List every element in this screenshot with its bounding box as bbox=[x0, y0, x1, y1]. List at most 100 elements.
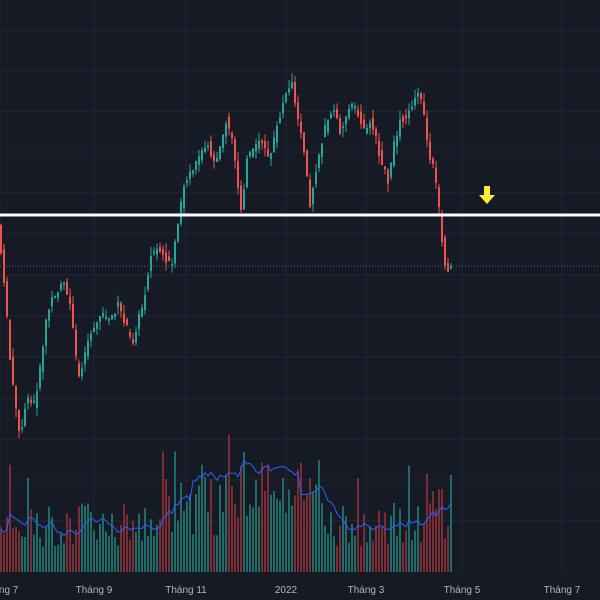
volume-bar bbox=[339, 525, 341, 572]
volume-bar bbox=[285, 512, 287, 572]
volume-bar bbox=[366, 542, 368, 572]
candle-body bbox=[189, 171, 191, 179]
volume-bar bbox=[36, 513, 38, 572]
volume-bar bbox=[201, 464, 203, 572]
volume-bar bbox=[423, 523, 425, 572]
candle-body bbox=[426, 118, 428, 140]
volume-bar bbox=[252, 507, 254, 572]
volume-bar bbox=[444, 538, 446, 572]
candle-body bbox=[234, 139, 236, 161]
candle-body bbox=[66, 281, 68, 295]
volume-bar bbox=[219, 484, 221, 572]
candle-body bbox=[0, 224, 2, 253]
candle-body bbox=[9, 320, 11, 360]
volume-bar bbox=[117, 545, 119, 572]
volume-bar bbox=[432, 491, 434, 572]
volume-bar bbox=[147, 536, 149, 572]
volume-bar bbox=[390, 515, 392, 572]
candle-body bbox=[264, 141, 266, 149]
x-tick-label: Tháng 7 bbox=[0, 585, 19, 596]
candle-body bbox=[450, 266, 452, 269]
candle-body bbox=[351, 103, 353, 108]
candle-body bbox=[120, 303, 122, 312]
volume-bar bbox=[384, 512, 386, 572]
volume-bar bbox=[441, 489, 443, 572]
candle-body bbox=[372, 117, 374, 130]
volume-bar bbox=[267, 464, 269, 572]
volume-bar bbox=[60, 533, 62, 572]
x-tick-label: Tháng 5 bbox=[444, 585, 481, 596]
candle-body bbox=[162, 249, 164, 255]
candle-body bbox=[171, 264, 173, 267]
candle-body bbox=[288, 88, 290, 93]
candle-body bbox=[21, 427, 23, 430]
volume-bar bbox=[273, 490, 275, 572]
volume-bar bbox=[66, 512, 68, 572]
volume-bar bbox=[12, 528, 14, 572]
candle-body bbox=[141, 307, 143, 317]
candle-body bbox=[222, 134, 224, 149]
candle-body bbox=[339, 118, 341, 134]
candle-body bbox=[213, 154, 215, 162]
volume-bar bbox=[216, 535, 218, 572]
candle-body bbox=[15, 386, 17, 409]
volume-bar bbox=[357, 478, 359, 572]
candle-body bbox=[78, 363, 80, 377]
candle-body bbox=[354, 106, 356, 109]
volume-bar bbox=[102, 513, 104, 572]
volume-bar bbox=[345, 516, 347, 572]
candle-body bbox=[33, 400, 35, 403]
volume-bar bbox=[438, 489, 440, 572]
candle-body bbox=[408, 110, 410, 119]
volume-bar bbox=[387, 543, 389, 572]
candle-body bbox=[60, 284, 62, 290]
volume-moving-average-line bbox=[0, 459, 452, 537]
candle-body bbox=[237, 161, 239, 188]
volume-bar bbox=[144, 508, 146, 572]
candle-body bbox=[81, 368, 83, 377]
candle-body bbox=[108, 318, 110, 321]
candle-body bbox=[111, 314, 113, 320]
volume-bar bbox=[381, 526, 383, 572]
volume-bar bbox=[246, 515, 248, 572]
volume-bar bbox=[225, 474, 227, 572]
volume-bar bbox=[81, 503, 83, 572]
candle-body bbox=[252, 148, 254, 157]
volume-bar bbox=[159, 519, 161, 572]
volume-bar bbox=[249, 504, 251, 572]
candle-body bbox=[192, 170, 194, 174]
arrow-down-icon[interactable] bbox=[479, 186, 495, 204]
volume-bar bbox=[204, 476, 206, 572]
volume-bar bbox=[177, 520, 179, 572]
volume-bar bbox=[210, 479, 212, 572]
candle-body bbox=[294, 81, 296, 104]
volume-bar bbox=[228, 434, 230, 572]
candle-body bbox=[345, 116, 347, 125]
candle-body bbox=[402, 116, 404, 122]
candle-body bbox=[135, 332, 137, 343]
candle-body bbox=[423, 101, 425, 115]
volume-bar bbox=[429, 503, 431, 572]
volume-bar bbox=[336, 545, 338, 572]
candle-body bbox=[303, 132, 305, 153]
volume-bars bbox=[0, 434, 452, 572]
volume-bar bbox=[162, 451, 164, 572]
volume-bar bbox=[261, 462, 263, 572]
volume-bar bbox=[324, 525, 326, 572]
candle-body bbox=[129, 332, 131, 337]
candle-body bbox=[414, 97, 416, 106]
candle-body bbox=[330, 113, 332, 119]
volume-bar bbox=[174, 451, 176, 572]
candle-body bbox=[96, 322, 98, 329]
volume-bar bbox=[435, 508, 437, 572]
candle-body bbox=[249, 152, 251, 157]
candle-body bbox=[420, 93, 422, 99]
volume-bar bbox=[396, 535, 398, 572]
volume-bar bbox=[264, 490, 266, 572]
x-axis-tick-labels: Tháng 7 Tháng 9 Tháng 11 2022 Tháng 3 Tháng 5… bbox=[0, 585, 581, 596]
candle-body bbox=[306, 150, 308, 176]
candle-body bbox=[360, 111, 362, 124]
volume-bar bbox=[306, 495, 308, 572]
volume-bar bbox=[54, 546, 56, 572]
